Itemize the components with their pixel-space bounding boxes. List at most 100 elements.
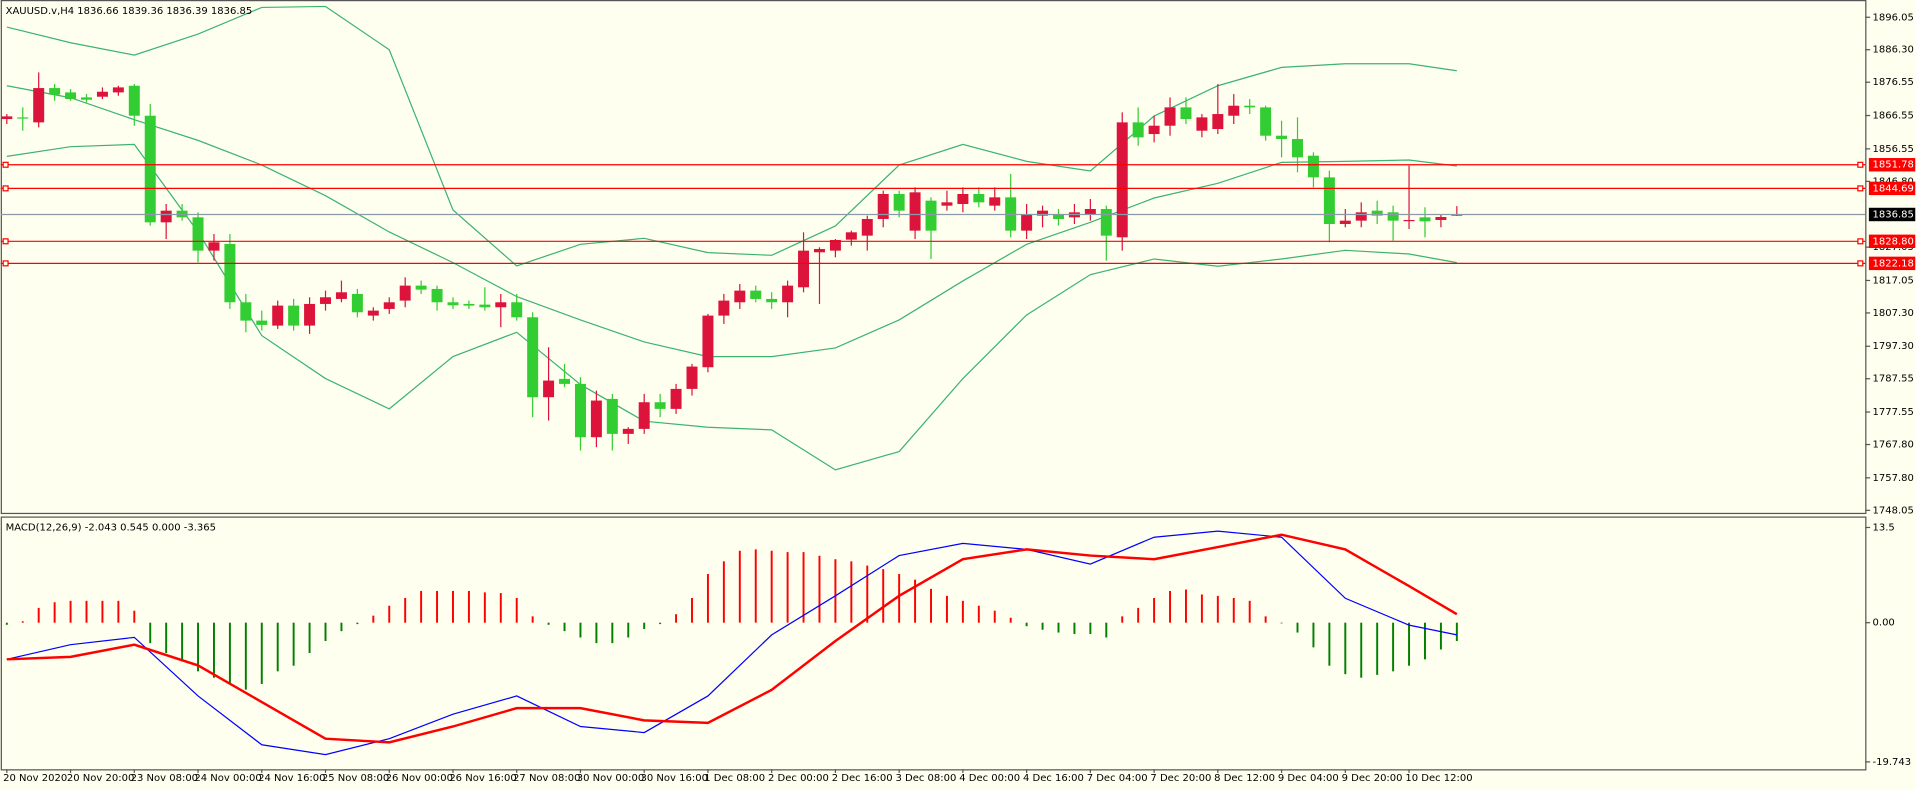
level-price-box [1868, 158, 1916, 172]
candle-body [415, 285, 427, 290]
candle-body [686, 366, 698, 389]
x-tick-label: 20 Nov 20:00 [67, 773, 134, 784]
candle-body [288, 305, 300, 326]
candle-body [447, 302, 459, 306]
candle-body [65, 92, 77, 100]
chart-title: XAUUSD.v,H4 1836.66 1839.36 1836.39 1836… [6, 6, 253, 17]
candle-body [1339, 220, 1351, 224]
candle-body [1228, 105, 1240, 116]
candle-body [320, 297, 332, 304]
y-tick-label: 13.5 [1873, 522, 1895, 533]
candle-body [224, 243, 236, 303]
candle-body [1371, 210, 1383, 216]
level-price-box [1868, 256, 1916, 271]
x-tick-label: 24 Nov 16:00 [258, 773, 325, 784]
candle-body [81, 97, 92, 100]
price-panel-frame [0, 0, 1867, 515]
candle-body [208, 242, 220, 251]
candle-body [909, 192, 921, 231]
y-tick-label: 1886.30 [1873, 45, 1914, 56]
y-tick-label: 1748.05 [1873, 505, 1914, 516]
candle-body [877, 194, 889, 219]
x-tick-label: 26 Nov 16:00 [449, 773, 516, 784]
candle-body [622, 428, 634, 434]
candle-body [973, 194, 985, 203]
candle-body [829, 239, 841, 251]
indicator-line [6, 5, 1457, 267]
candle-body [543, 380, 555, 398]
candle-body [351, 293, 363, 313]
y-tick-label: 1777.55 [1873, 407, 1914, 418]
candle-body [766, 298, 778, 303]
candle-body [893, 194, 905, 211]
candle-body [1037, 210, 1049, 216]
level-price-label: 1822.18 [1873, 258, 1914, 269]
candle-body [574, 383, 586, 438]
candle-body [495, 302, 507, 308]
level-marker [1857, 238, 1864, 245]
macd-panel-frame [0, 516, 1867, 771]
candle-body [1276, 135, 1288, 140]
x-tick-label: 8 Dec 12:00 [1214, 773, 1275, 784]
y-tick-label: 1817.05 [1873, 275, 1914, 286]
candle-body [718, 300, 730, 316]
candle-body [1052, 213, 1064, 219]
candle-body [240, 302, 252, 321]
candle-body [1084, 208, 1096, 214]
last-price-label: 1836.85 [1873, 209, 1914, 220]
y-tick-label: 1876.55 [1873, 77, 1914, 88]
x-tick-label: 23 Nov 08:00 [131, 773, 198, 784]
x-tick-label: 2 Dec 00:00 [768, 773, 829, 784]
candle-body [1435, 216, 1447, 220]
level-marker [1857, 260, 1864, 267]
y-tick-label: 1767.80 [1873, 440, 1914, 451]
y-tick-label: 1896.05 [1873, 12, 1914, 23]
candle-body [431, 288, 443, 303]
x-tick-label: 2 Dec 16:00 [832, 773, 893, 784]
candle-body [17, 117, 29, 119]
candle-body [1021, 213, 1033, 231]
candle-body [734, 290, 746, 303]
level-marker [2, 260, 9, 267]
candle-body [559, 378, 571, 384]
candle-body [750, 290, 762, 299]
x-tick-label: 1 Dec 08:00 [704, 773, 765, 784]
candle-body [112, 87, 124, 93]
candle-body [702, 315, 714, 368]
x-tick-label: 4 Dec 16:00 [1023, 773, 1084, 784]
candle-body [335, 292, 347, 299]
candle-body [1132, 122, 1144, 138]
y-tick-label: 1807.30 [1873, 308, 1914, 319]
candle-body [192, 217, 204, 251]
candle-body [399, 285, 411, 301]
candle-body [1116, 122, 1128, 238]
candle-body [144, 115, 156, 223]
level-marker [2, 238, 9, 245]
candle-body [798, 250, 810, 288]
candle-body [813, 248, 825, 253]
x-tick-label: 4 Dec 00:00 [959, 773, 1020, 784]
level-marker [1857, 185, 1864, 192]
level-marker [2, 161, 9, 168]
candle-body [128, 85, 140, 116]
x-tick-label: 30 Nov 16:00 [641, 773, 708, 784]
candle-body [367, 310, 379, 316]
candle-body [861, 218, 873, 236]
candle-body [463, 303, 475, 306]
candle-body [96, 91, 108, 97]
indicator-line [6, 85, 1457, 358]
last-price-box [1868, 207, 1916, 222]
x-tick-label: 10 Dec 12:00 [1405, 773, 1472, 784]
x-tick-label: 25 Nov 08:00 [322, 773, 389, 784]
candle-body [272, 305, 284, 326]
candle-body [1212, 114, 1224, 130]
candle-body [1196, 117, 1208, 131]
y-tick-label: -19.743 [1873, 757, 1912, 768]
y-tick-label: 1797.30 [1873, 341, 1914, 352]
x-tick-label: 30 Nov 00:00 [577, 773, 644, 784]
x-tick-label: 9 Dec 20:00 [1342, 773, 1403, 784]
level-price-label: 1844.69 [1873, 183, 1914, 194]
